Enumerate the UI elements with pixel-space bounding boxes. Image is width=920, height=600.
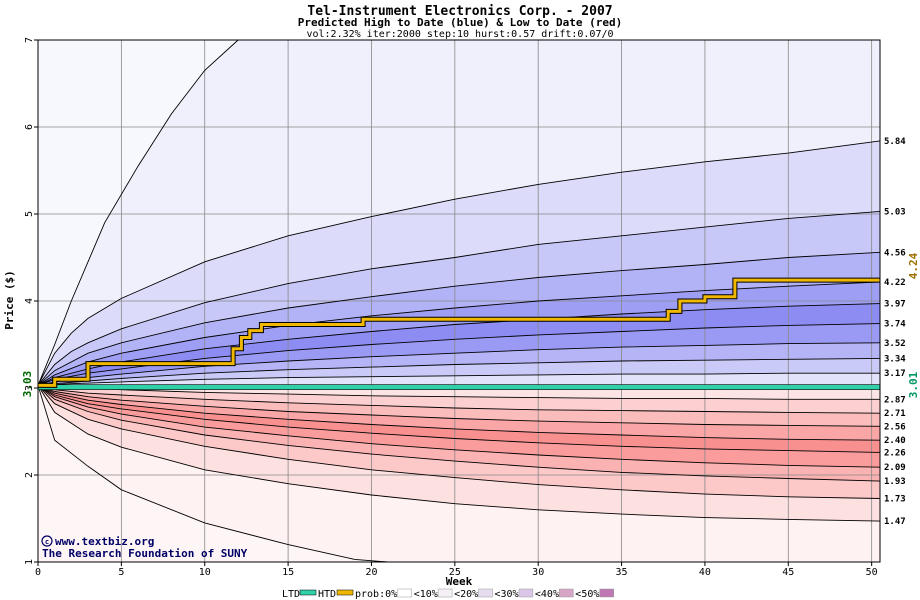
legend-prob-swatch	[559, 588, 574, 598]
legend-ltd-swatch	[299, 589, 317, 596]
percentile-curve	[37, 140, 881, 386]
percentile-curve	[37, 384, 881, 414]
legend-htd-swatch	[336, 589, 354, 596]
x-tick-label: 50	[866, 567, 878, 578]
end-value-label: 3.34	[884, 354, 906, 364]
x-tick-label: 0	[35, 567, 41, 578]
percentile-curve	[37, 372, 880, 386]
y-tick-label: 6	[24, 124, 35, 130]
copyright-c: c	[45, 538, 49, 546]
end-value-label: 4.56	[884, 248, 906, 258]
htd-line	[38, 278, 880, 387]
credit-org: The Research Foundation of SUNY	[42, 547, 248, 560]
y-tick-label: 2	[24, 472, 35, 478]
percentile-curve	[37, 385, 881, 482]
y-tick-label: 7	[24, 37, 35, 43]
ltd-current-label: 3.01	[907, 371, 920, 398]
credits: c www.textbiz.org The Research Foundatio…	[41, 535, 248, 560]
legend-prob-label: <10%	[414, 589, 438, 600]
chart-params: vol:2.32% iter:2000 step:10 hurst:0.57 d…	[306, 29, 613, 40]
end-value-label: 2.56	[884, 422, 906, 432]
legend-prob-label: prob:0%	[355, 589, 397, 600]
end-value-label: 3.52	[884, 339, 906, 349]
x-tick-label: 10	[199, 567, 211, 578]
y-axis-label: Price ($)	[3, 270, 16, 330]
legend-prob-swatch	[478, 588, 493, 598]
legend-prob-swatch	[397, 588, 412, 598]
legend-prob-items: prob:0% <10% <20% <30% <40% <50%	[355, 588, 614, 600]
percentile-curve	[37, 385, 881, 499]
end-value-label: 3.74	[884, 320, 906, 330]
y-tick-label: 5	[24, 211, 35, 217]
legend-prob-label: <50%	[575, 589, 599, 600]
percentile-curve	[37, 39, 239, 386]
end-value-label: 2.71	[884, 409, 906, 419]
x-tick-label: 30	[532, 567, 544, 578]
legend-htd: HTD	[318, 589, 336, 600]
end-value-label: 2.09	[884, 463, 906, 473]
percentile-curve	[37, 385, 389, 563]
chart-subtitle: Predicted High to Date (blue) & Low to D…	[298, 16, 623, 29]
percentile-curve	[37, 384, 881, 441]
end-value-label: 1.93	[884, 477, 906, 487]
end-value-label: 1.47	[884, 517, 906, 527]
end-value-label: 3.97	[884, 300, 906, 310]
start-price-label: 3.03	[21, 371, 34, 398]
y-tick-label: 4	[24, 298, 35, 304]
upper-band-9	[38, 373, 880, 386]
x-tick-label: 25	[449, 567, 461, 578]
percentile-curve	[37, 385, 881, 522]
end-value-label: 2.40	[884, 436, 906, 446]
copyright-icon	[41, 535, 53, 547]
legend: LTD HTD prob:0% <10% <20% <30% <40% <50%	[282, 588, 614, 600]
legend-prob-label: <20%	[454, 589, 478, 600]
end-value-label: 5.84	[884, 137, 906, 147]
htd-current-label: 4.24	[907, 252, 920, 279]
legend-ltd: LTD	[282, 589, 300, 600]
percentile-curve	[37, 251, 881, 386]
percentile-curve	[37, 384, 881, 427]
legend-prob-label: <40%	[535, 589, 559, 600]
percentile-curve	[37, 385, 881, 468]
credit-site: www.textbiz.org	[55, 535, 154, 548]
ltd-line	[37, 384, 881, 390]
legend-prob-label: <30%	[495, 589, 519, 600]
percentile-curve	[37, 385, 881, 453]
x-tick-label: 40	[699, 567, 711, 578]
x-tick-label: 15	[282, 567, 294, 578]
legend-prob-swatch	[599, 588, 614, 598]
percentile-curve	[37, 210, 881, 386]
x-tick-label: 45	[782, 567, 794, 578]
legend-prob-swatch	[437, 588, 453, 598]
x-tick-label: 35	[616, 567, 628, 578]
end-value-label: 2.87	[884, 395, 906, 405]
end-value-label: 2.26	[884, 448, 906, 458]
y-tick-label: 3	[24, 385, 35, 391]
chart-title: Tel-Instrument Electronics Corp. - 2007	[307, 4, 612, 19]
end-value-label: 4.22	[884, 278, 906, 288]
end-value-label: 1.73	[884, 494, 906, 504]
y-tick-label: 1	[24, 559, 35, 565]
end-labels: 5.84 5.03 4.56 4.22 3.97 3.74 3.52 3.34 3.17 2.87…	[884, 137, 906, 527]
x-axis-label: Week	[446, 575, 473, 588]
x-tick-label: 20	[365, 567, 377, 578]
x-tick-label: 5	[118, 567, 124, 578]
end-value-label: 3.17	[884, 369, 906, 379]
legend-prob-swatch	[518, 588, 534, 598]
end-value-label: 5.03	[884, 207, 906, 217]
